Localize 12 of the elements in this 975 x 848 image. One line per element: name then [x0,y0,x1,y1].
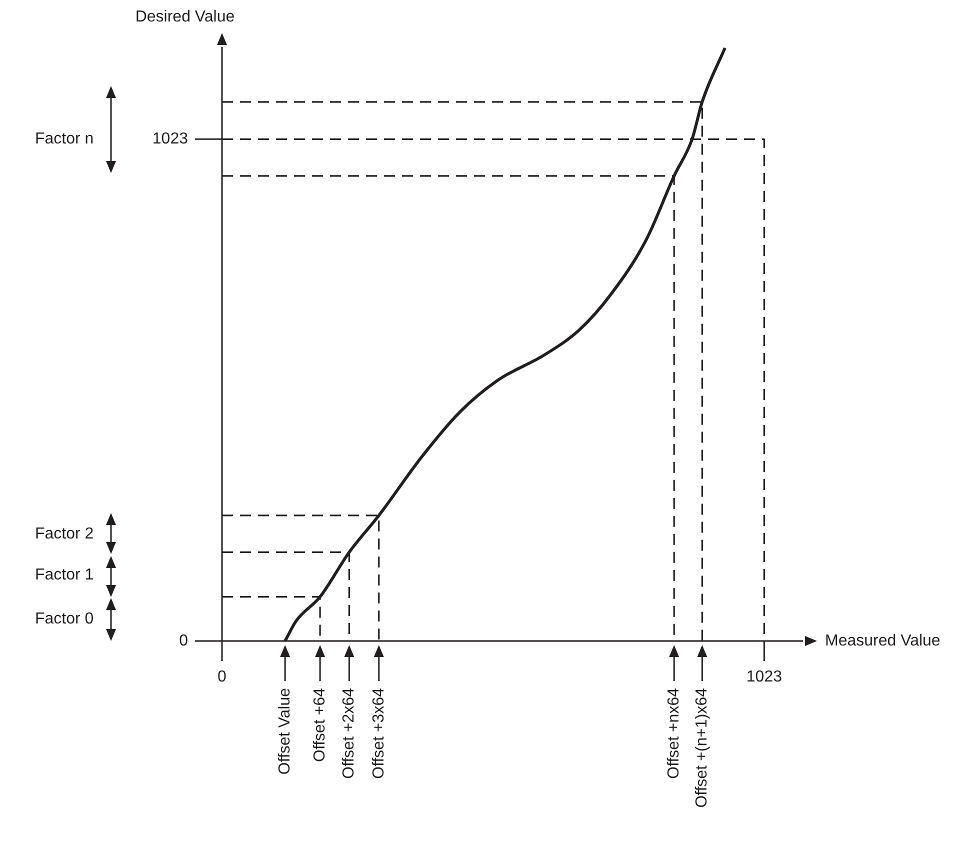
text: Factor 1 [35,566,94,584]
annotation: Offset +nx64 [665,688,682,779]
x-axis-title: Measured Value [825,632,940,650]
annotation: Offset +3x64 [370,688,388,779]
text: Factor 2 [35,525,94,542]
annotation: Offset +2x64 [340,688,358,779]
y-axis-title: Desired Value [135,8,235,26]
text: Factor 0 [35,610,94,628]
text: Factor n [35,130,94,148]
annotation: Offset Value [276,688,294,775]
annotation: Offset +(n+1)x64 [694,688,711,808]
annotation: Offset +64 [311,688,328,762]
